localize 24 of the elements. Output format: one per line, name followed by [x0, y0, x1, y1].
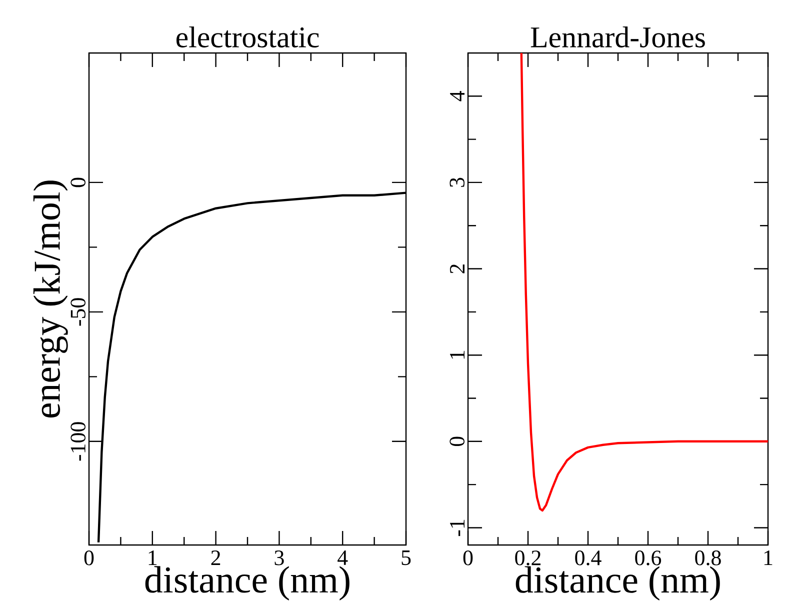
x-tick-label: 5	[402, 550, 411, 566]
x-tick-label: 4	[338, 550, 348, 565]
x-tick-label: 3	[274, 550, 284, 566]
x-tick-label: 1	[148, 550, 157, 565]
y-tick-label: 0	[70, 178, 86, 188]
x-tick-label: 0.8	[695, 550, 721, 566]
x-axis-title: distance (nm)	[516, 566, 720, 601]
x-tick-label: 0.4	[575, 550, 602, 566]
y-tick-label: 1	[450, 350, 464, 359]
y-tick-label: 0	[450, 436, 464, 446]
chart-title: electrostatic	[176, 26, 319, 48]
x-tick-label: 2	[211, 550, 220, 566]
y-axis-title: energy (kJ/mol)	[33, 180, 68, 418]
x-tick-label: 0.6	[635, 550, 662, 566]
y-tick-label: -50	[70, 298, 86, 326]
y-tick-label: 2	[450, 264, 464, 274]
y-tick-label: -1	[450, 520, 464, 536]
y-tick-label: -100	[70, 422, 86, 461]
x-tick-label: 1	[764, 550, 772, 565]
x-axis-title: distance (nm)	[145, 566, 350, 600]
y-tick-label: 3	[450, 178, 464, 187]
chart-title: Lennard-Jones	[530, 26, 705, 48]
y-tick-label: 4	[450, 90, 464, 102]
x-tick-label: 0.2	[515, 550, 540, 566]
